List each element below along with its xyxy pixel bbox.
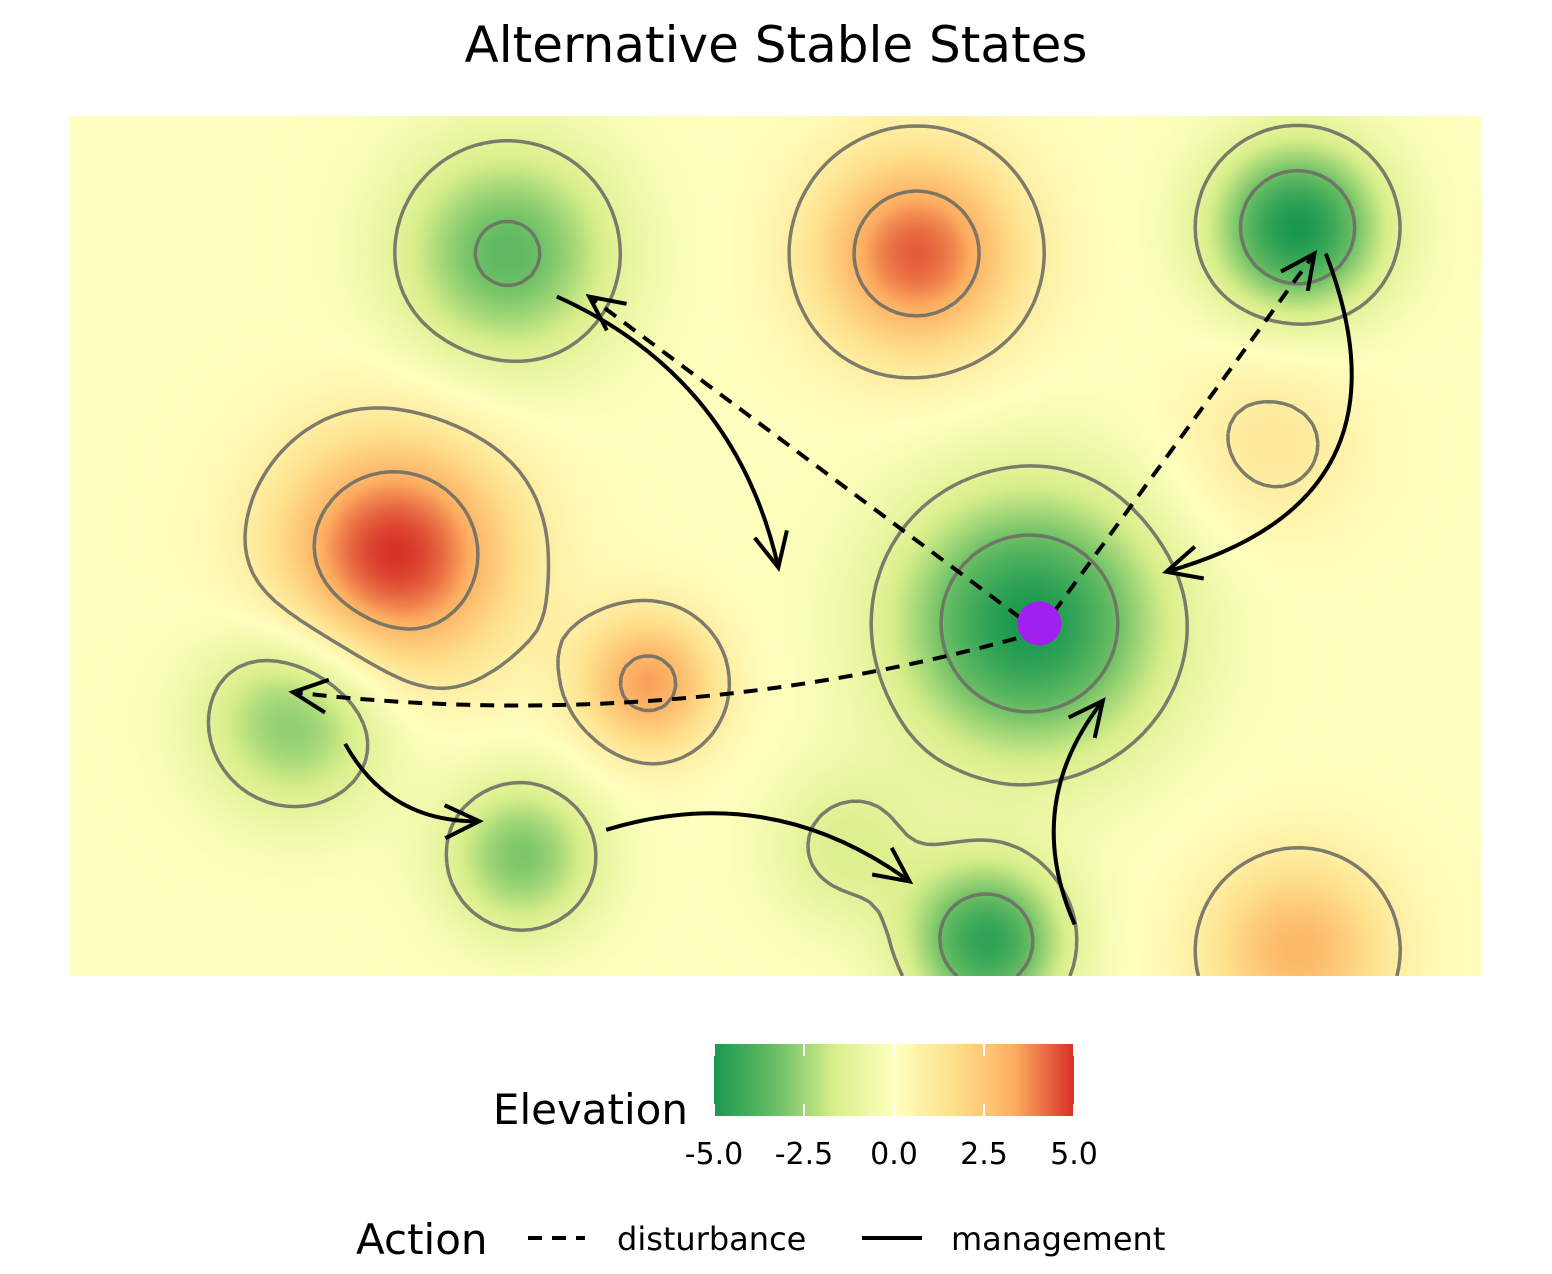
- chart-title: Alternative Stable States: [465, 16, 1088, 74]
- management-arrow: [343, 742, 480, 824]
- management-arrowhead: [443, 803, 484, 841]
- management-arrow: [605, 811, 911, 884]
- disturbance-arrow: [588, 294, 1041, 634]
- management-arrowhead: [1161, 545, 1205, 581]
- colorbar-ticks: -5.0 -2.5 0.0 2.5 5.0: [685, 1044, 1098, 1172]
- elevation-heatmap: [70, 116, 1481, 976]
- contour-line: [243, 124, 1403, 976]
- contour-line: [473, 169, 1357, 976]
- action-legend-title: Action: [356, 1215, 488, 1264]
- disturbance-arrowhead: [288, 677, 330, 715]
- plot-panel: [70, 116, 1481, 976]
- management-key-label: management: [951, 1220, 1165, 1258]
- colorbar-tick-label: 2.5: [960, 1137, 1008, 1172]
- management-arrow: [1165, 252, 1354, 574]
- elevation-legend-title: Elevation: [493, 1085, 688, 1134]
- disturbance-arrow: [292, 630, 1040, 708]
- management-arrow: [555, 294, 781, 568]
- action-legend: Action disturbance management: [356, 1215, 1165, 1264]
- management-arrowhead: [1067, 697, 1106, 739]
- colorbar-tick-label: -5.0: [685, 1137, 744, 1172]
- management-arrow: [1051, 699, 1105, 926]
- contour-line: [312, 189, 981, 713]
- disturbance-key-label: disturbance: [617, 1220, 806, 1258]
- current-state-point: [1017, 601, 1062, 646]
- colorbar-tick-label: 5.0: [1050, 1137, 1098, 1172]
- colorbar-tick-label: 0.0: [870, 1137, 918, 1172]
- transition-arrows: [288, 249, 1354, 926]
- management-arrowhead: [753, 530, 789, 572]
- colorbar-tick-label: -2.5: [775, 1137, 834, 1172]
- contour-lines: [206, 123, 1403, 976]
- elevation-legend: Elevation -5.0 -2.5 0.0 2.5 5.0: [493, 1044, 1098, 1172]
- disturbance-arrowhead: [1280, 249, 1318, 292]
- management-arrowhead: [871, 846, 914, 885]
